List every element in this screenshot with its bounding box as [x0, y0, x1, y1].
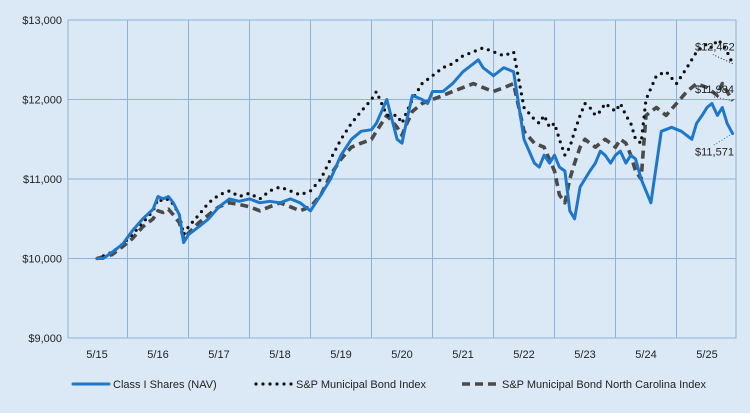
y-tick-label: $10,000 — [22, 254, 62, 266]
x-tick-label: 5/23 — [574, 349, 595, 361]
x-tick-label: 5/25 — [696, 349, 717, 361]
legend-label: S&P Municipal Bond Index — [296, 379, 427, 391]
x-tick-label: 5/15 — [86, 349, 107, 361]
x-axis-ticks: 5/15 5/16 5/17 5/18 5/19 5/20 5/21 5/22 5/23 5/24… — [86, 349, 717, 361]
x-tick-label: 5/19 — [330, 349, 351, 361]
y-tick-label: $13,000 — [22, 15, 62, 27]
end-value-label: $11,571 — [695, 147, 734, 159]
legend-label: Class I Shares (NAV) — [113, 379, 217, 391]
end-label-leader — [712, 96, 733, 102]
x-tick-label: 5/18 — [269, 349, 290, 361]
end-value-label: $12,452 — [695, 42, 735, 54]
x-tick-label: 5/24 — [635, 349, 656, 361]
gridlines — [68, 19, 736, 339]
y-axis-ticks: $9,000 $10,000 $11,000 $12,000 $13,000 — [22, 15, 62, 345]
y-tick-label: $9,000 — [28, 333, 62, 345]
x-tick-label: 5/20 — [391, 349, 412, 361]
x-tick-label: 5/17 — [208, 349, 229, 361]
y-tick-label: $12,000 — [22, 95, 62, 107]
end-labels: $11,571 $12,452 $11,984 — [695, 42, 735, 159]
legend-label: S&P Municipal Bond North Carolina Index — [502, 379, 707, 391]
series-line — [96, 81, 735, 261]
series-line — [95, 38, 735, 261]
legend: Class I Shares (NAV) S&P Municipal Bond I… — [71, 379, 707, 391]
x-tick-label: 5/16 — [147, 349, 168, 361]
end-label-leader — [712, 54, 733, 65]
x-tick-label: 5/22 — [513, 349, 534, 361]
end-label-leader — [712, 133, 733, 147]
x-tick-label: 5/21 — [452, 349, 473, 361]
series-lines — [95, 38, 735, 261]
end-value-label: $11,984 — [695, 84, 734, 96]
y-tick-label: $11,000 — [23, 174, 62, 186]
series-line — [95, 58, 735, 260]
